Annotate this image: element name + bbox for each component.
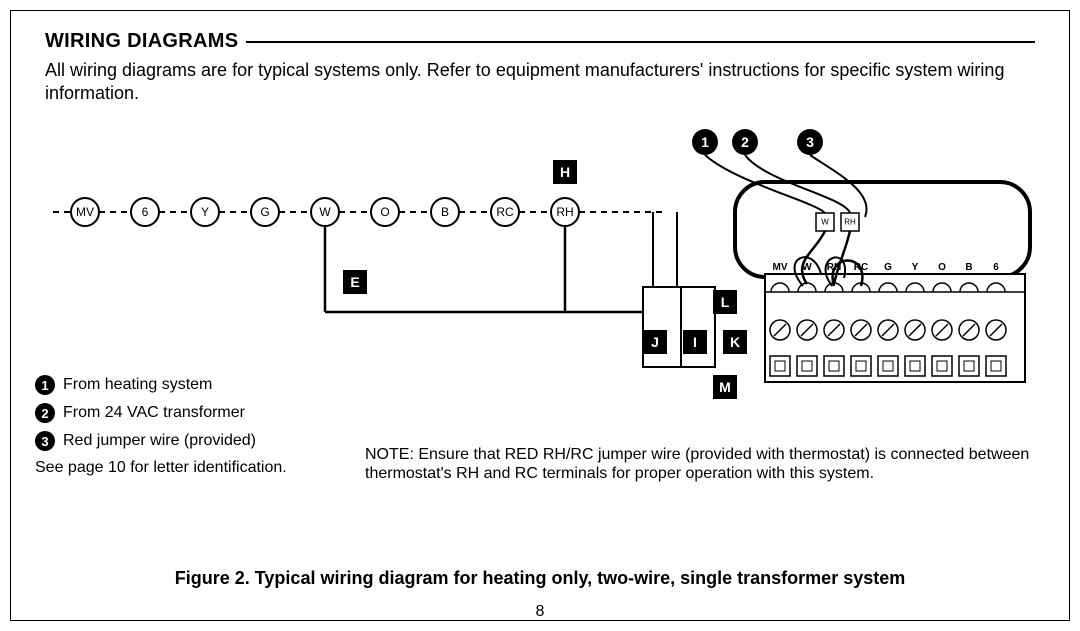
- legend-number: 1: [35, 375, 55, 395]
- label-box-K: K: [730, 334, 740, 350]
- inner-terminal-W: W: [821, 218, 829, 227]
- label-box-I: I: [693, 334, 697, 350]
- terminal-label-O: O: [938, 262, 946, 273]
- intro-paragraph: All wiring diagrams are for typical syst…: [45, 59, 1035, 104]
- terminal-label-B: B: [965, 262, 972, 273]
- legend-row: 2 From 24 VAC transformer: [35, 403, 287, 423]
- terminal-node-RH: RH: [556, 205, 573, 219]
- terminal-node-6: 6: [142, 205, 149, 219]
- terminal-node-Y: Y: [201, 205, 209, 219]
- label-box-J: J: [651, 334, 659, 350]
- legend-text: From heating system: [63, 376, 212, 394]
- legend-row: 3 Red jumper wire (provided): [35, 431, 287, 451]
- note-text: Ensure that RED RH/RC jumper wire (provi…: [365, 446, 1029, 482]
- legend-text: Red jumper wire (provided): [63, 432, 256, 450]
- terminal-node-G: G: [260, 205, 269, 219]
- inner-terminal-RH: RH: [844, 218, 856, 227]
- terminal-label-6: 6: [993, 262, 999, 273]
- legend: 1 From heating system 2 From 24 VAC transfo…: [35, 375, 287, 477]
- callout-2: 2: [741, 134, 749, 150]
- terminal-node-O: O: [380, 205, 389, 219]
- heading-row: WIRING DIAGRAMS: [45, 30, 1035, 53]
- note-block: NOTE: Ensure that RED RH/RC jumper wire …: [365, 445, 1045, 483]
- callout-3: 3: [806, 134, 814, 150]
- legend-number: 2: [35, 403, 55, 423]
- terminal-node-RC: RC: [496, 205, 514, 219]
- page-content: WIRING DIAGRAMS All wiring diagrams are …: [10, 10, 1070, 621]
- heading-rule: [246, 41, 1035, 43]
- legend-number: 3: [35, 431, 55, 451]
- label-box-M: M: [719, 379, 731, 395]
- terminal-label-Y: Y: [912, 262, 919, 273]
- terminal-label-G: G: [884, 262, 892, 273]
- terminal-node-MV: MV: [76, 205, 94, 219]
- callout-1: 1: [701, 134, 709, 150]
- label-box-H: H: [560, 164, 570, 180]
- page-number: 8: [0, 603, 1080, 621]
- section-heading: WIRING DIAGRAMS: [45, 30, 246, 53]
- legend-row: 1 From heating system: [35, 375, 287, 395]
- terminal-node-W: W: [319, 205, 331, 219]
- label-box-E: E: [350, 274, 359, 290]
- see-page-text: See page 10 for letter identification.: [35, 459, 287, 477]
- note-label: NOTE:: [365, 446, 414, 463]
- terminal-node-B: B: [441, 205, 449, 219]
- figure-caption: Figure 2. Typical wiring diagram for hea…: [0, 568, 1080, 589]
- label-box-L: L: [721, 294, 730, 310]
- terminal-label-MV: MV: [773, 262, 788, 273]
- legend-text: From 24 VAC transformer: [63, 404, 245, 422]
